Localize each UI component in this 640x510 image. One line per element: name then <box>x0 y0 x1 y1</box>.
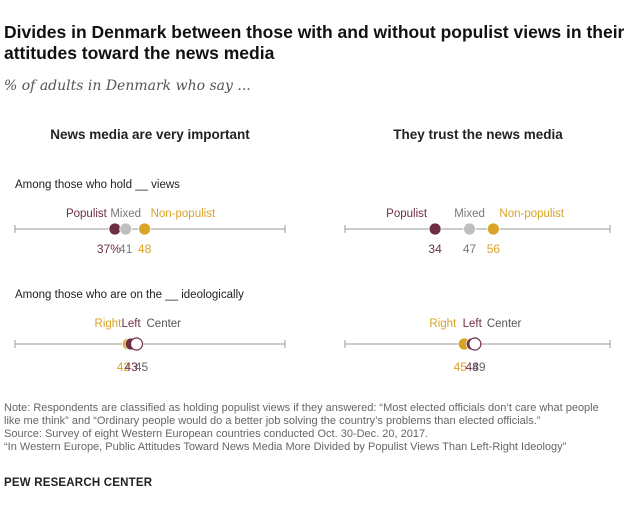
note-line: Note: Respondents are classified as hold… <box>4 402 599 414</box>
point-name-label: Center <box>147 318 182 330</box>
data-value-label: 43 <box>124 360 138 374</box>
data-point <box>138 222 152 236</box>
group-header: Among those who are on the __ ideologica… <box>15 289 244 301</box>
data-value-label: 45 <box>454 360 468 374</box>
source-line: Source: Survey of eight Western European… <box>4 428 429 440</box>
data-value-label: 48 <box>138 242 152 256</box>
point-name-label: Mixed <box>454 208 485 220</box>
panel-title: They trust the news media <box>393 127 563 142</box>
report-title-line: “In Western Europe, Public Attitudes Tow… <box>4 441 567 453</box>
data-value-label: 47 <box>463 242 477 256</box>
data-point <box>108 222 122 236</box>
data-value-label: 48 <box>466 360 480 374</box>
data-value-label: 56 <box>487 242 501 256</box>
chart-subtitle: % of adults in Denmark who say ... <box>4 78 251 94</box>
data-point <box>468 337 482 351</box>
data-value-label: 34 <box>428 242 442 256</box>
dot-plot-chart: News media are very important They trust … <box>14 127 611 374</box>
point-name-label: Left <box>122 318 142 330</box>
data-point <box>463 222 476 236</box>
note-line: like me think” and “Ordinary people woul… <box>4 415 541 427</box>
point-name-label: Right <box>429 318 457 330</box>
data-value-label: 37% <box>97 242 121 256</box>
data-point <box>486 222 500 236</box>
panel-title: News media are very important <box>50 127 250 142</box>
point-name-label: Non-populist <box>499 208 564 220</box>
data-point <box>428 222 442 236</box>
point-name-label: Left <box>463 318 483 330</box>
data-value-label: 45 <box>135 360 149 374</box>
data-point <box>119 222 133 236</box>
point-name-label: Populist <box>386 208 428 220</box>
point-name-label: Mixed <box>110 208 141 220</box>
point-name-label: Right <box>95 318 123 330</box>
point-name-label: Populist <box>66 208 108 220</box>
chart-title: Divides in Denmark between those with an… <box>4 22 625 63</box>
data-point <box>129 337 144 351</box>
group-header: Among those who hold __ views <box>15 179 180 191</box>
data-value-label: 49 <box>472 360 486 374</box>
point-name-label: Center <box>487 318 522 330</box>
data-value-label: 41 <box>119 242 133 256</box>
notes-block: Note: Respondents are classified as hold… <box>4 402 634 454</box>
data-value-label: 42 <box>117 360 131 374</box>
brand-logo-text: PEW RESEARCH CENTER <box>4 477 153 489</box>
point-name-label: Non-populist <box>151 208 216 220</box>
